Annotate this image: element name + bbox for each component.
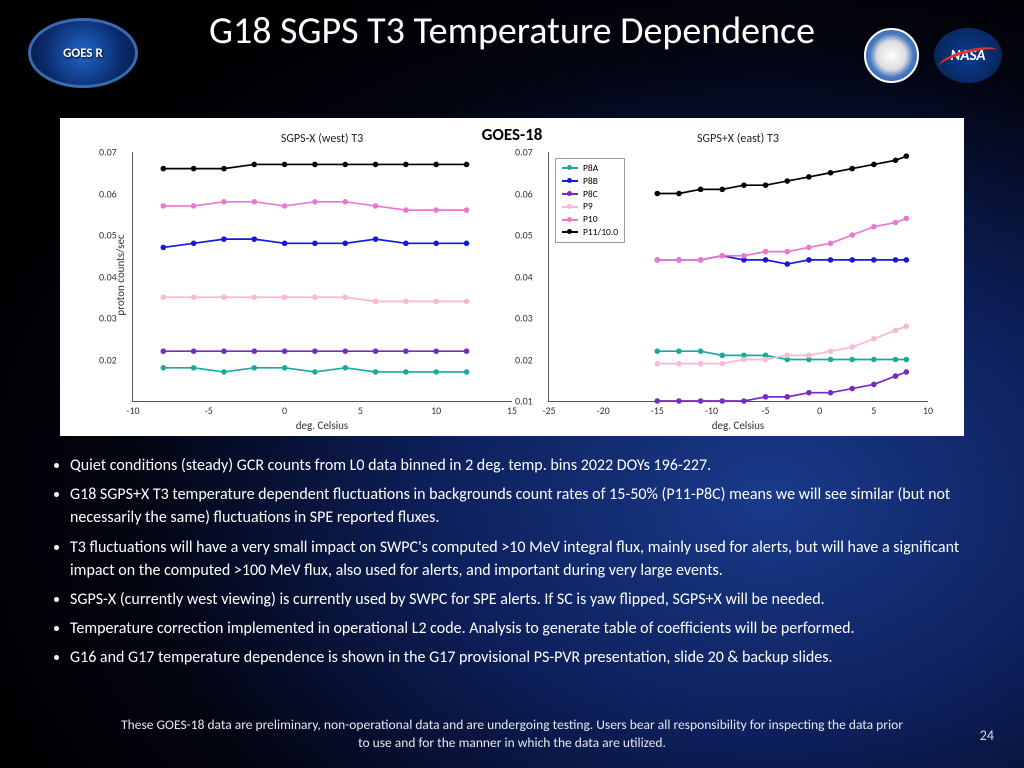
nasa-logo: NASA bbox=[934, 28, 1002, 83]
chart-panel-west: SGPS-X (west) T3 proton counts/sec 0.020… bbox=[132, 148, 512, 402]
legend-item: P8C bbox=[562, 188, 618, 201]
panel-title-west: SGPS-X (west) T3 bbox=[132, 132, 512, 146]
x-axis-label-east: deg. Celsius bbox=[548, 419, 928, 432]
bullet-item: G16 and G17 temperature dependence is sh… bbox=[70, 646, 976, 669]
goesr-logo: GOES R bbox=[28, 18, 138, 88]
bullet-item: T3 fluctuations will have a very small i… bbox=[70, 536, 976, 582]
chart-panel-east: SGPS+X (east) T3 P8AP8BP8CP9P10P11/10.0 … bbox=[548, 148, 928, 402]
chart-figure: GOES-18 SGPS-X (west) T3 proton counts/s… bbox=[60, 118, 964, 436]
noaa-logo bbox=[864, 28, 919, 83]
legend-item: P8A bbox=[562, 162, 618, 175]
bullet-item: Temperature correction implemented in op… bbox=[70, 617, 976, 640]
x-axis-label-west: deg. Celsius bbox=[132, 419, 512, 432]
legend-item: P9 bbox=[562, 200, 618, 213]
panel-title-east: SGPS+X (east) T3 bbox=[548, 132, 928, 146]
legend-item: P10 bbox=[562, 213, 618, 226]
bullet-item: Quiet conditions (steady) GCR counts fro… bbox=[70, 454, 976, 477]
footnote: These GOES-18 data are preliminary, non-… bbox=[120, 716, 904, 752]
page-number: 24 bbox=[980, 727, 994, 744]
legend-item: P8B bbox=[562, 175, 618, 188]
chart-legend: P8AP8BP8CP9P10P11/10.0 bbox=[555, 158, 625, 243]
legend-item: P11/10.0 bbox=[562, 226, 618, 239]
bullet-item: SGPS-X (currently west viewing) is curre… bbox=[70, 588, 976, 611]
bullet-list: Quiet conditions (steady) GCR counts fro… bbox=[48, 454, 976, 670]
bullet-item: G18 SGPS+X T3 temperature dependent fluc… bbox=[70, 483, 976, 529]
slide-header: GOES R G18 SGPS T3 Temperature Dependenc… bbox=[0, 0, 1024, 110]
